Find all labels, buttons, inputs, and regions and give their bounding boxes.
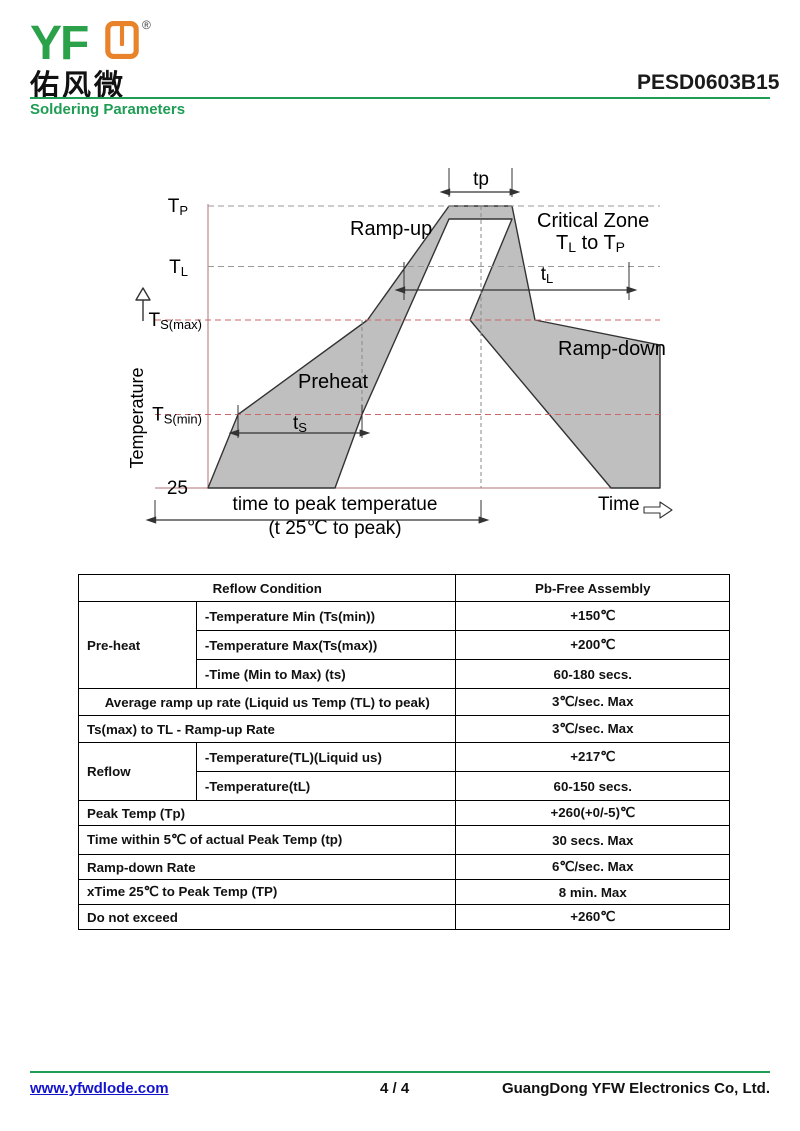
svg-text:Preheat: Preheat xyxy=(298,371,368,393)
svg-text:TL: TL xyxy=(169,257,188,279)
svg-text:tL: tL xyxy=(541,264,554,286)
svg-text:25: 25 xyxy=(167,478,188,499)
svg-text:TP: TP xyxy=(168,196,188,218)
svg-text:Temperature: Temperature xyxy=(127,367,147,468)
svg-text:Ramp-down: Ramp-down xyxy=(558,338,666,360)
svg-text:(t 25℃ to peak): (t 25℃ to peak) xyxy=(268,518,401,539)
svg-text:Critical Zone: Critical Zone xyxy=(537,210,649,232)
svg-text:TS(min): TS(min) xyxy=(152,405,202,427)
svg-text:time to peak temperatue: time to peak temperatue xyxy=(233,494,438,515)
svg-text:TS(max): TS(max) xyxy=(149,310,203,332)
svg-text:Time: Time xyxy=(598,494,640,515)
svg-text:Ramp-up: Ramp-up xyxy=(350,218,432,240)
svg-text:TL to TP: TL to TP xyxy=(556,232,625,255)
svg-text:tp: tp xyxy=(473,169,489,190)
